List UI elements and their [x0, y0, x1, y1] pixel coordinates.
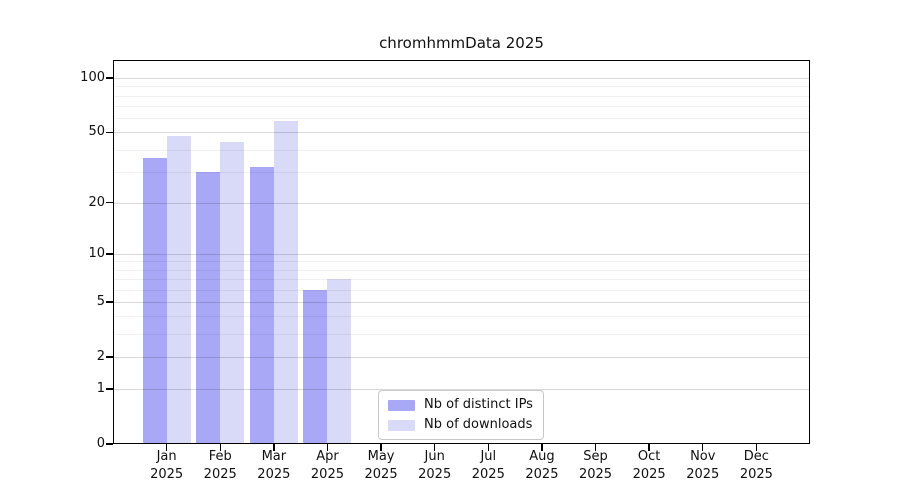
gridline-minor	[113, 269, 810, 271]
x-tick-mark	[702, 444, 704, 451]
x-tick-mark	[273, 444, 275, 451]
legend: Nb of distinct IPs Nb of downloads	[378, 390, 544, 440]
y-tick-mark	[106, 443, 113, 445]
gridline-major	[113, 356, 810, 358]
y-tick-mark	[106, 253, 113, 255]
y-tick-mark	[106, 356, 113, 358]
x-tick-mark	[487, 444, 489, 451]
y-tick-label: 100	[80, 70, 105, 86]
gridline-minor	[113, 149, 810, 151]
gridline-minor	[113, 334, 810, 336]
gridline-minor	[113, 106, 810, 108]
gridline-major	[113, 301, 810, 303]
x-tick-mark	[755, 444, 758, 451]
bar-downloads-jan	[166, 135, 191, 444]
y-tick-mark	[106, 77, 113, 79]
x-tick-label-nov: Nov 2025	[686, 449, 720, 482]
bar-distinct-ips-mar	[249, 166, 274, 444]
gridline-minor	[113, 279, 810, 281]
gridline-major	[113, 132, 810, 134]
x-tick-label-jul: Jul 2025	[471, 449, 505, 482]
x-tick-mark	[541, 444, 543, 451]
bar-downloads-feb	[220, 142, 245, 444]
gridline-major	[113, 202, 810, 204]
x-tick-mark	[165, 444, 168, 451]
x-tick-label-oct: Oct 2025	[632, 449, 666, 482]
y-tick-mark	[106, 388, 113, 390]
y-tick-label: 50	[88, 124, 105, 140]
x-tick-mark	[594, 444, 597, 451]
x-tick-label-apr: Apr 2025	[310, 449, 344, 482]
x-tick-mark	[326, 444, 329, 451]
y-tick-mark	[106, 131, 113, 133]
x-tick-mark	[380, 444, 382, 451]
plot-area: Nb of distinct IPs Nb of downloads	[113, 60, 810, 444]
y-tick-label: 1	[96, 381, 105, 397]
gridline-minor	[113, 171, 810, 173]
x-tick-label-dec: Dec 2025	[739, 449, 773, 482]
y-tick-label: 0	[96, 436, 105, 451]
gridline-minor	[113, 118, 810, 120]
gridline-major	[113, 253, 810, 255]
x-tick-label-may: May 2025	[364, 449, 398, 482]
bar-downloads-mar	[273, 120, 298, 444]
gridline-major	[113, 389, 810, 391]
gridline-major	[113, 78, 810, 80]
bar-distinct-ips-apr	[303, 289, 328, 444]
y-tick-label: 5	[96, 293, 105, 309]
legend-item-downloads: Nb of downloads	[388, 417, 533, 433]
x-tick-label-aug: Aug 2025	[525, 449, 559, 482]
x-tick-mark	[648, 444, 650, 451]
chart-title: chromhmmData 2025	[379, 34, 544, 52]
x-tick-mark	[219, 444, 221, 451]
legend-item-distinct-ips: Nb of distinct IPs	[388, 397, 533, 413]
legend-swatch-distinct-ips	[388, 399, 415, 411]
x-tick-label-jun: Jun 2025	[418, 449, 452, 482]
bar-downloads-apr	[327, 279, 352, 444]
y-tick-label: 2	[96, 348, 105, 364]
y-tick-label: 20	[88, 194, 105, 210]
x-tick-mark	[433, 444, 436, 451]
x-tick-label-sep: Sep 2025	[578, 449, 613, 482]
x-tick-label-feb: Feb 2025	[203, 449, 237, 482]
gridline-minor	[113, 261, 810, 263]
gridline-minor	[113, 316, 810, 318]
y-tick-mark	[106, 301, 113, 303]
gridline-minor	[113, 86, 810, 88]
x-tick-label-mar: Mar 2025	[257, 449, 291, 482]
legend-swatch-downloads	[388, 419, 415, 431]
legend-label-downloads: Nb of downloads	[424, 417, 533, 432]
gridline-minor	[113, 289, 810, 291]
bar-distinct-ips-jan	[142, 157, 167, 444]
legend-label-distinct-ips: Nb of distinct IPs	[424, 397, 533, 412]
bar-distinct-ips-feb	[196, 171, 221, 444]
x-tick-label-jan: Jan 2025	[150, 449, 184, 482]
y-tick-mark	[106, 201, 113, 204]
gridline-minor	[113, 95, 810, 97]
y-tick-label: 10	[88, 245, 105, 261]
